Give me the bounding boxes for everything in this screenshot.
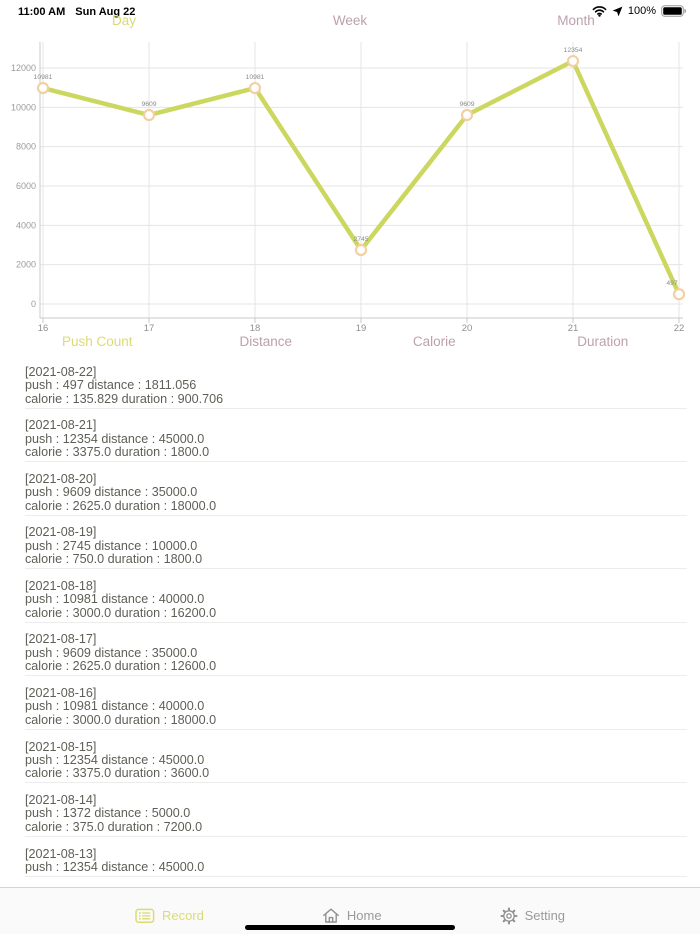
metric-tab-duration[interactable]: Duration — [577, 334, 629, 349]
record-item: [2021-08-14] push : 1372 distance : 5000.… — [25, 783, 687, 837]
record-date: [2021-08-14] — [25, 793, 97, 808]
record-calorie-duration: calorie : 3000.0 duration : 18000.0 — [25, 712, 217, 727]
record-item: [2021-08-22] push : 497 distance : 1811.0… — [25, 355, 687, 409]
y-tick-label: 10000 — [11, 102, 36, 112]
record-date: [2021-08-18] — [25, 578, 97, 593]
y-tick-label: 2000 — [16, 260, 36, 270]
tab-record-label: Record — [161, 908, 204, 923]
record-item: [2021-08-20] push : 9609 distance : 35000… — [25, 462, 687, 516]
record-item: [2021-08-17] push : 9609 distance : 35000… — [25, 623, 687, 677]
y-tick-label: 6000 — [16, 181, 36, 191]
data-point — [566, 54, 580, 68]
record-push-distance: push : 9609 distance : 35000.0 — [25, 485, 198, 500]
record-push-distance: push : 9609 distance : 35000.0 — [25, 645, 198, 660]
record-item: [2021-08-18] push : 10981 distance : 4000… — [25, 569, 687, 623]
record-calorie-duration: calorie : 3375.0 duration : 3600.0 — [25, 766, 210, 781]
record-push-distance: push : 497 distance : 1811.056 — [25, 378, 197, 393]
record-calorie-duration: calorie : 2625.0 duration : 18000.0 — [25, 498, 217, 513]
record-calorie-duration: calorie : 2625.0 duration : 12600.0 — [25, 659, 217, 674]
battery-percent: 100% — [627, 5, 656, 17]
record-item: [2021-08-13] push : 12354 distance : 4500… — [25, 837, 687, 877]
record-date: [2021-08-16] — [25, 685, 97, 700]
period-tab-day[interactable]: Day — [111, 13, 136, 28]
tab-home-label: Home — [346, 908, 382, 923]
home-indicator-bar[interactable] — [245, 924, 455, 930]
record-item: [2021-08-21] push : 12354 distance : 4500… — [25, 409, 687, 463]
record-calorie-duration: calorie : 3000.0 duration : 16200.0 — [25, 605, 217, 620]
record-push-distance: push : 12354 distance : 45000.0 — [25, 859, 205, 874]
data-point — [142, 108, 156, 122]
data-point — [672, 288, 686, 301]
metric-tab-distance[interactable]: Distance — [239, 334, 293, 349]
wifi-icon — [592, 6, 607, 17]
metric-tabs: Push Count Distance Calorie Duration — [13, 334, 687, 349]
tab-home[interactable]: Home — [322, 897, 382, 934]
x-tick-label: 19 — [356, 323, 367, 334]
record-item: [2021-08-19] push : 2745 distance : 10000… — [25, 516, 687, 570]
data-point-label: 12354 — [564, 47, 583, 54]
record-push-distance: push : 10981 distance : 40000.0 — [25, 592, 205, 607]
tab-setting-label: Setting — [524, 908, 566, 923]
chart-svg: 0 2000 4000 6000 8000 10000 12000 16 17 18 19 20 21 2… — [11, 42, 686, 334]
data-point — [460, 108, 474, 122]
status-time: 11:00 AM — [18, 6, 66, 18]
metric-tab-push-count[interactable]: Push Count — [61, 334, 133, 349]
data-point-label: 497 — [666, 280, 678, 287]
record-calorie-duration: calorie : 135.829 duration : 900.706 — [25, 391, 224, 406]
data-point — [354, 243, 368, 257]
x-tick-label: 18 — [250, 323, 261, 334]
record-push-distance: push : 1372 distance : 5000.0 — [25, 806, 191, 821]
record-list[interactable]: [2021-08-22] push : 497 distance : 1811.0… — [0, 355, 700, 887]
record-item: [2021-08-15] push : 12354 distance : 4500… — [25, 730, 687, 784]
record-push-distance: push : 12354 distance : 45000.0 — [25, 431, 205, 446]
status-bar-right: 100% — [592, 5, 687, 17]
status-date: Sun Aug 22 — [75, 6, 136, 18]
record-date: [2021-08-22] — [25, 364, 97, 379]
x-tick-label: 22 — [674, 323, 685, 334]
record-date: [2021-08-17] — [25, 632, 97, 647]
data-point-label: 10981 — [34, 74, 53, 81]
x-tick-label: 20 — [462, 323, 473, 334]
location-icon — [612, 6, 623, 16]
record-date: [2021-08-15] — [25, 739, 97, 754]
tab-setting[interactable]: Setting — [500, 897, 565, 934]
status-bar: 11:00 AM Sun Aug 22 100% — [0, 0, 700, 24]
record-date: [2021-08-19] — [25, 525, 97, 540]
record-calorie-duration: calorie : 750.0 duration : 1800.0 — [25, 552, 203, 567]
y-tick-label: 8000 — [16, 142, 36, 152]
push-count-chart: 0 2000 4000 6000 8000 10000 12000 16 17 18 19 20 21 2… — [0, 34, 700, 336]
record-item: [2021-08-16] push : 10981 distance : 4000… — [25, 676, 687, 730]
period-tab-month[interactable]: Month — [557, 13, 595, 28]
period-tab-week[interactable]: Week — [332, 13, 368, 28]
x-tick-label: 17 — [144, 323, 155, 334]
record-push-distance: push : 2745 distance : 10000.0 — [25, 538, 198, 553]
record-push-distance: push : 10981 distance : 40000.0 — [25, 699, 205, 714]
data-point-label: 9609 — [459, 101, 474, 108]
data-point-label: 9609 — [141, 101, 156, 108]
status-bar-left: 11:00 AM Sun Aug 22 — [18, 6, 135, 18]
battery-icon — [661, 5, 687, 17]
period-tabs: Day Week Month — [11, 13, 689, 28]
data-point-label: 10981 — [246, 74, 265, 81]
record-push-distance: push : 12354 distance : 45000.0 — [25, 752, 205, 767]
home-icon — [322, 908, 339, 923]
x-tick-label: 21 — [568, 323, 579, 334]
record-calorie-duration: calorie : 3375.0 duration : 1800.0 — [25, 445, 210, 460]
setting-icon — [500, 906, 518, 925]
y-tick-label: 12000 — [11, 63, 36, 73]
y-tick-label: 4000 — [16, 220, 36, 230]
data-point — [36, 81, 50, 95]
tab-record[interactable]: Record — [135, 897, 204, 934]
record-date: [2021-08-21] — [25, 418, 97, 433]
data-point — [248, 81, 262, 95]
data-point-label: 2745 — [353, 236, 368, 243]
record-icon — [135, 908, 155, 923]
record-date: [2021-08-13] — [25, 846, 97, 861]
metric-tab-calorie[interactable]: Calorie — [412, 334, 456, 349]
y-tick-label: 0 — [31, 299, 36, 309]
record-date: [2021-08-20] — [25, 471, 97, 486]
x-tick-label: 16 — [38, 323, 49, 334]
record-calorie-duration: calorie : 375.0 duration : 7200.0 — [25, 819, 203, 834]
